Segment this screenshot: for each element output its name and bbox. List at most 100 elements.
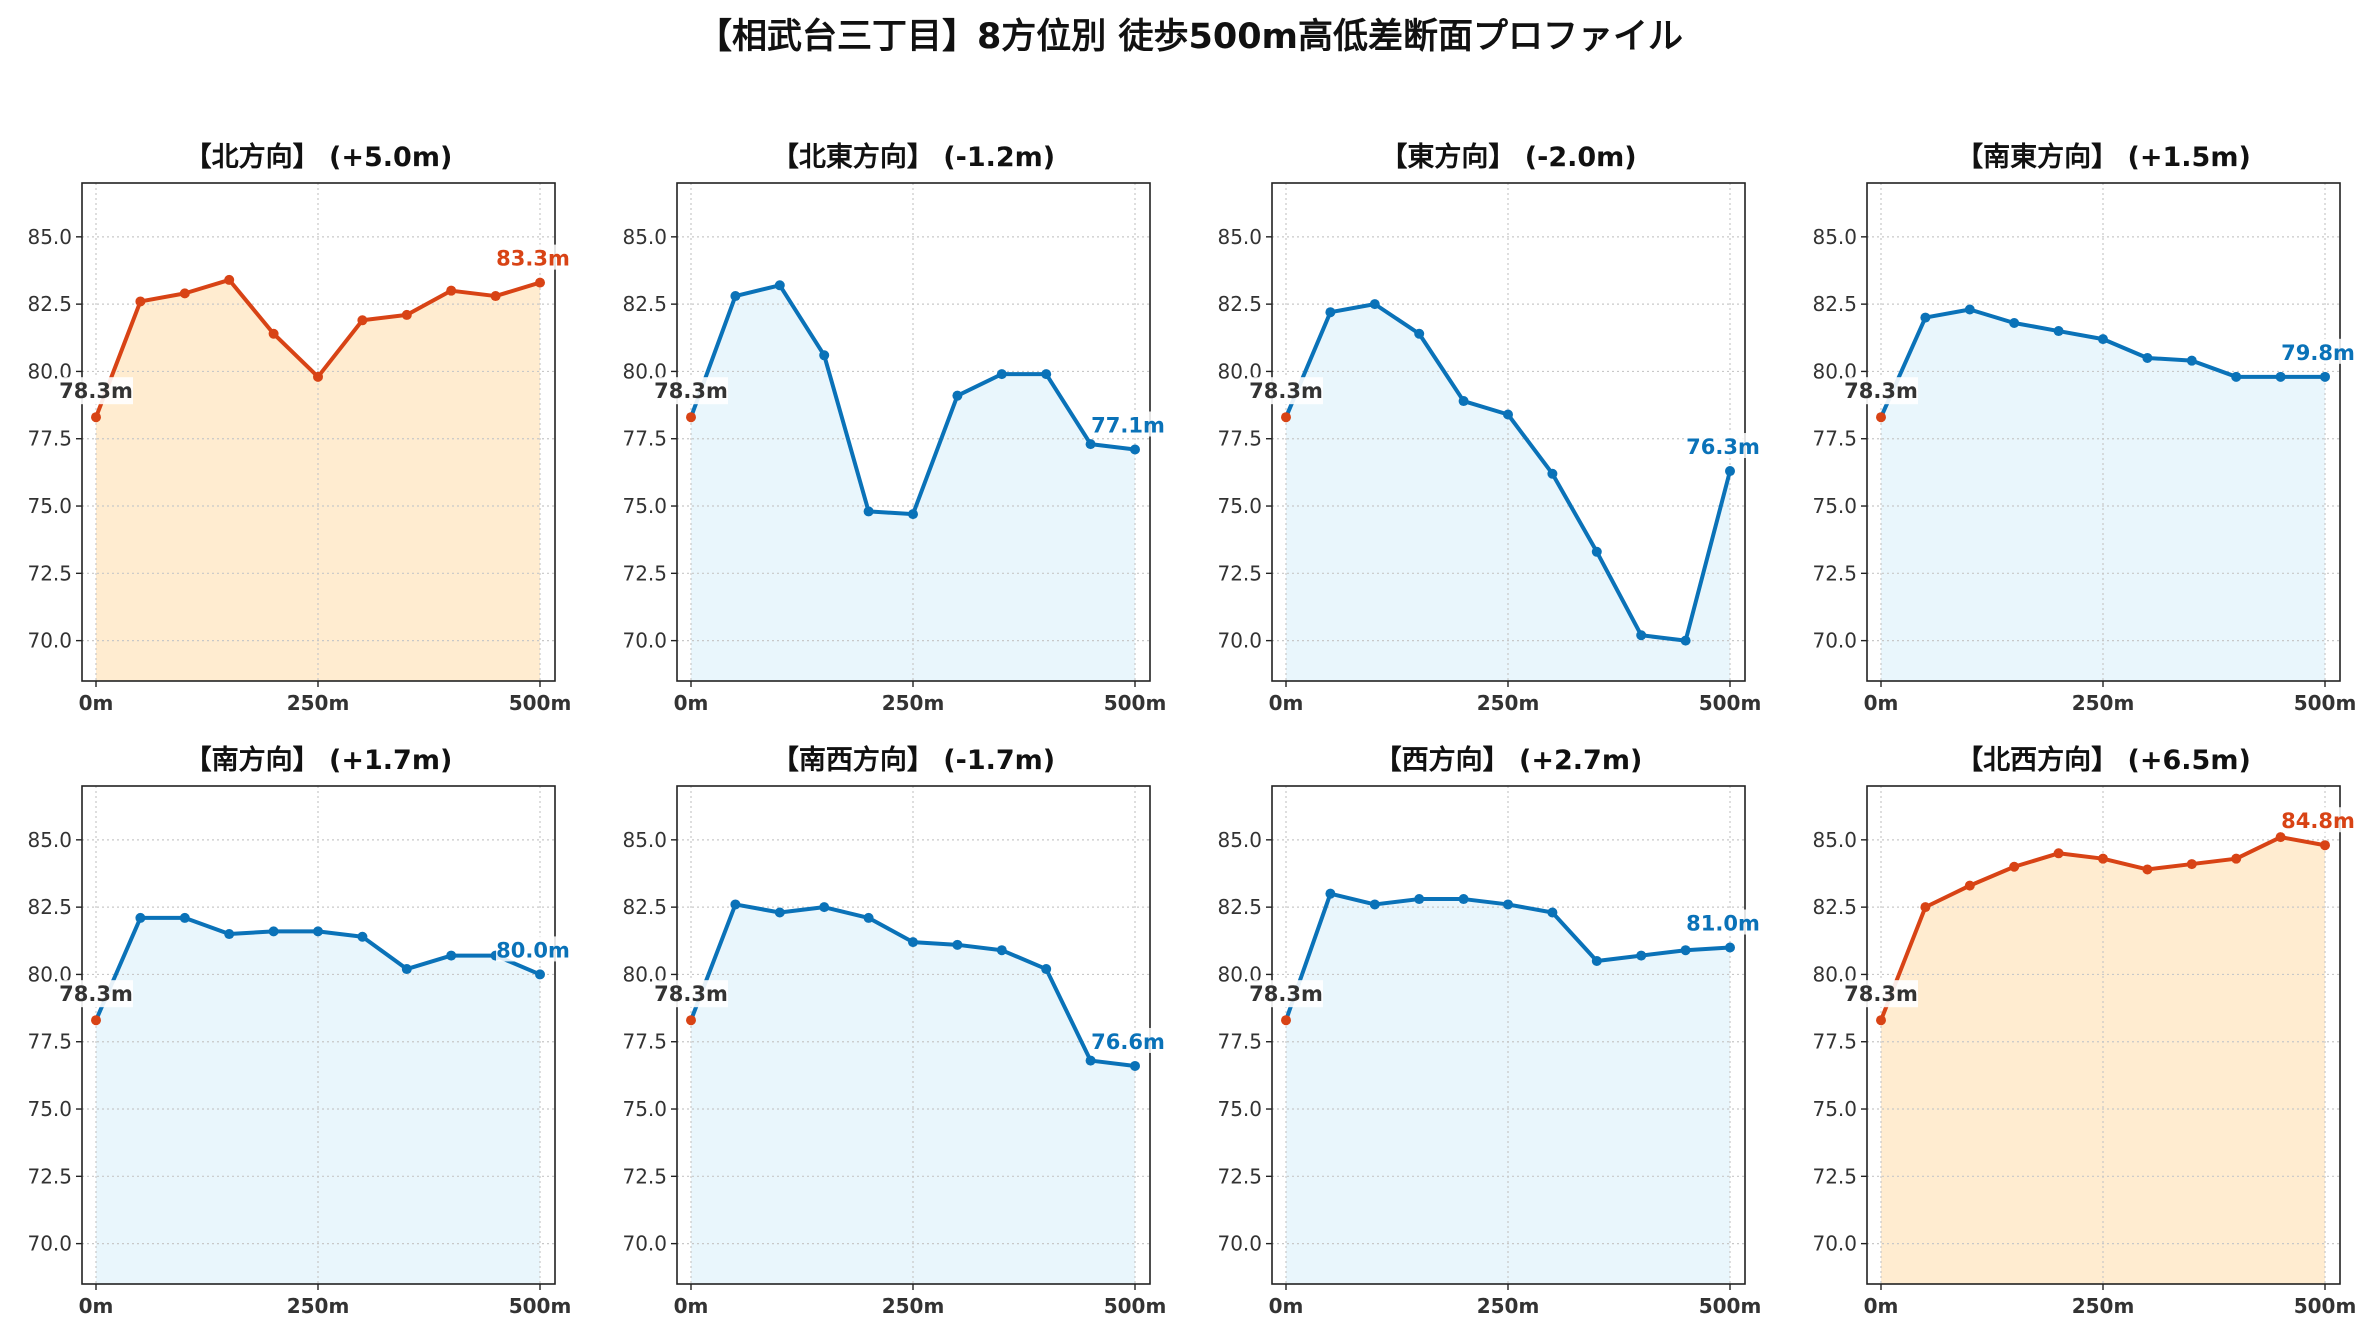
- area-fill: [1286, 893, 1730, 1284]
- panel-title: 【南方向】 (+1.7m): [185, 744, 453, 776]
- data-point: [1920, 312, 1931, 323]
- end-label: 77.1m: [1091, 413, 1165, 437]
- xtick-label: 500m: [509, 691, 572, 715]
- ytick-label: 75.0: [27, 1097, 72, 1121]
- data-point: [1920, 902, 1931, 913]
- data-point: [996, 369, 1007, 380]
- data-point: [1085, 1055, 1096, 1066]
- area-fill: [1286, 304, 1730, 681]
- ytick-label: 75.0: [1812, 1097, 1857, 1121]
- data-point: [490, 291, 501, 302]
- data-point: [2186, 355, 2197, 366]
- ytick-label: 82.5: [1217, 895, 1262, 919]
- start-label: 78.3m: [59, 982, 133, 1006]
- xtick-label: 250m: [1477, 691, 1540, 715]
- ytick-label: 77.5: [27, 1030, 72, 1054]
- xtick-label: 0m: [79, 691, 114, 715]
- ytick-label: 72.5: [27, 1164, 72, 1188]
- ytick-label: 72.5: [622, 1164, 667, 1188]
- data-point: [1325, 307, 1336, 318]
- ytick-label: 77.5: [1217, 1030, 1262, 1054]
- xtick-label: 500m: [2294, 691, 2357, 715]
- panel-title: 【北方向】 (+5.0m): [185, 141, 453, 173]
- ytick-label: 70.0: [27, 629, 72, 653]
- ytick-label: 72.5: [1812, 1164, 1857, 1188]
- chart-panel: 【南東方向】 (+1.5m)70.072.575.077.580.082.585…: [1812, 141, 2356, 715]
- xtick-label: 500m: [1104, 1294, 1167, 1318]
- start-label: 78.3m: [59, 379, 133, 403]
- end-label-box: [496, 244, 570, 270]
- xtick-label: 0m: [1269, 1294, 1304, 1318]
- end-label-box: [2281, 338, 2355, 364]
- ytick-label: 85.0: [27, 828, 72, 852]
- start-label: 78.3m: [1249, 982, 1323, 1006]
- data-point: [401, 964, 412, 975]
- data-point: [1369, 899, 1380, 910]
- ytick-label: 70.0: [622, 1232, 667, 1256]
- ytick-label: 70.0: [622, 629, 667, 653]
- data-point: [1281, 1015, 1291, 1026]
- area-fill: [691, 904, 1135, 1284]
- chart-panel: 【北西方向】 (+6.5m)70.072.575.077.580.082.585…: [1812, 744, 2356, 1318]
- start-label: 78.3m: [1844, 379, 1918, 403]
- start-label-box: [654, 980, 728, 1008]
- data-point: [1458, 396, 1469, 407]
- data-point: [774, 280, 785, 291]
- panel-title: 【東方向】 (-2.0m): [1380, 141, 1636, 173]
- end-label: 80.0m: [496, 938, 570, 962]
- data-point: [863, 506, 874, 517]
- data-point: [1503, 409, 1513, 420]
- data-point: [91, 1015, 101, 1026]
- xtick-label: 0m: [1269, 691, 1304, 715]
- data-point: [1414, 328, 1425, 339]
- xtick-label: 250m: [882, 691, 945, 715]
- end-label-box: [1091, 1027, 1165, 1053]
- area-fill: [1881, 309, 2325, 681]
- ytick-label: 85.0: [27, 225, 72, 249]
- data-point: [1130, 1060, 1140, 1071]
- start-label-box: [59, 377, 133, 405]
- end-label: 84.8m: [2281, 809, 2355, 833]
- data-point: [1414, 894, 1425, 905]
- data-point: [1041, 369, 1052, 380]
- data-point: [730, 899, 741, 910]
- xtick-label: 0m: [674, 1294, 709, 1318]
- data-point: [401, 309, 412, 320]
- xtick-label: 250m: [287, 691, 350, 715]
- end-label: 79.8m: [2281, 341, 2355, 365]
- xtick-label: 250m: [882, 1294, 945, 1318]
- data-point: [1085, 439, 1096, 450]
- ytick-label: 72.5: [1812, 561, 1857, 585]
- ytick-label: 85.0: [1217, 225, 1262, 249]
- data-point: [357, 315, 368, 326]
- end-label: 76.6m: [1091, 1030, 1165, 1054]
- data-point: [1369, 299, 1380, 310]
- data-point: [2186, 859, 2197, 870]
- panel-title: 【南西方向】 (-1.7m): [772, 744, 1055, 776]
- ytick-label: 70.0: [1217, 629, 1262, 653]
- panel-title: 【北東方向】 (-1.2m): [772, 141, 1055, 173]
- ytick-label: 75.0: [27, 494, 72, 518]
- area-fill: [96, 917, 540, 1284]
- ytick-label: 85.0: [622, 225, 667, 249]
- xtick-label: 500m: [1699, 1294, 1762, 1318]
- chart-panel: 【北方向】 (+5.0m)70.072.575.077.580.082.585.…: [27, 141, 571, 715]
- start-label: 78.3m: [654, 982, 728, 1006]
- start-label: 78.3m: [1249, 379, 1323, 403]
- start-label-box: [1844, 377, 1918, 405]
- data-point: [357, 931, 368, 942]
- start-label: 78.3m: [654, 379, 728, 403]
- ytick-label: 85.0: [1812, 225, 1857, 249]
- ytick-label: 77.5: [1812, 1030, 1857, 1054]
- data-point: [2009, 317, 2020, 328]
- data-point: [446, 285, 457, 296]
- data-point: [1591, 955, 1602, 966]
- ytick-label: 77.5: [622, 1030, 667, 1054]
- xtick-label: 0m: [1864, 691, 1899, 715]
- ytick-label: 70.0: [1217, 1232, 1262, 1256]
- start-label-box: [1249, 377, 1323, 405]
- data-point: [2142, 864, 2153, 875]
- data-point: [1725, 942, 1735, 953]
- data-point: [135, 912, 146, 923]
- area-fill: [1881, 837, 2325, 1284]
